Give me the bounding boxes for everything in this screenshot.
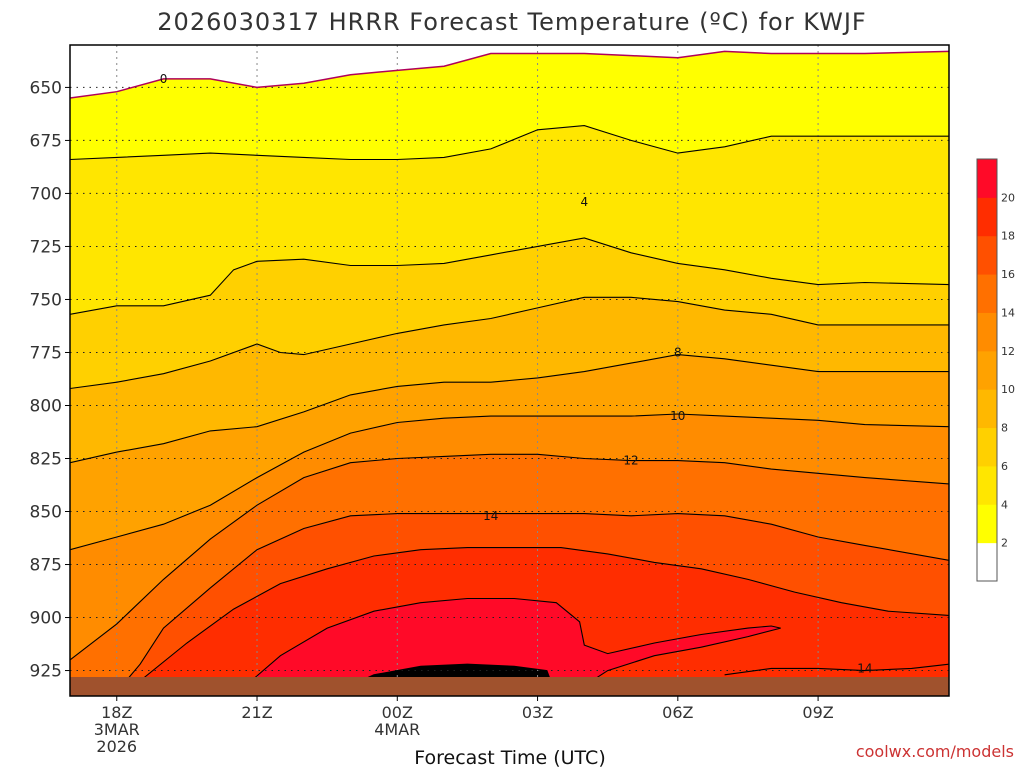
contour-label: 0: [160, 72, 168, 86]
colorbar-tick-label: 10: [1001, 383, 1015, 396]
y-tick-label: 775: [30, 343, 62, 363]
x-axis-label: Forecast Time (UTC): [414, 747, 605, 768]
y-tick-label: 725: [30, 237, 62, 257]
y-tick-label: 900: [30, 609, 62, 629]
colorbar-swatch: [977, 159, 997, 198]
x-tick-label: 18Z: [101, 703, 132, 722]
y-tick-label: 750: [30, 290, 62, 310]
x-tick-label: 06Z: [662, 703, 693, 722]
y-tick-label: 825: [30, 450, 62, 470]
y-tick-label: 875: [30, 556, 62, 576]
x-tick-label: 21Z: [241, 703, 272, 722]
x-tick-label: 4MAR: [374, 720, 420, 739]
colorbar-frame: [976, 158, 998, 582]
ground-layer: [70, 677, 949, 696]
isotherm-6: [70, 296, 949, 390]
contour-label-layer: 0 4 8 10 12 14 14: [160, 72, 873, 676]
x-tick-label: 09Z: [802, 703, 833, 722]
credit-text[interactable]: coolwx.com/models: [856, 742, 1014, 761]
chart-title: 2026030317 HRRR Forecast Temperature (ºC…: [157, 8, 866, 36]
x-tick-label: 03Z: [522, 703, 553, 722]
contour-label: 14: [857, 661, 872, 675]
colorbar-swatch: [977, 350, 997, 390]
colorbar-tick-label: 20: [1001, 191, 1015, 204]
contour-label: 14: [483, 509, 498, 523]
colorbar-swatch: [977, 197, 997, 237]
colorbar-tick-label: 8: [1001, 422, 1008, 435]
x-tick-label: 2026: [96, 737, 137, 756]
x-tick-label: 3MAR: [94, 720, 140, 739]
colorbar-tick-label: 6: [1001, 460, 1008, 473]
colorbar-swatch: [977, 427, 997, 467]
isotherm-18: [233, 597, 781, 696]
colorbar-swatch: [977, 274, 997, 313]
y-tick-label: 850: [30, 503, 62, 523]
y-tick-label: 700: [30, 184, 62, 204]
contour-label: 8: [674, 345, 682, 359]
warm-core-18: [233, 598, 781, 696]
isotherm-14-surface: [724, 663, 949, 676]
colorbar-tick-label: 12: [1001, 345, 1015, 358]
isotherm-14: [116, 513, 949, 693]
colorbar-tick-label: 14: [1001, 306, 1015, 319]
isotherm-10: [70, 413, 949, 551]
isotherm-2: [70, 125, 949, 161]
y-tick-label: 650: [30, 78, 62, 98]
isotherm-8: [70, 354, 949, 464]
contour-label: 4: [580, 195, 588, 209]
colorbar-swatch: [977, 542, 997, 582]
y-tick-label: 675: [30, 131, 62, 151]
colorbar-tick-label: 2: [1001, 537, 1008, 550]
y-tick-label: 925: [30, 662, 62, 682]
colorbar-swatch: [977, 312, 997, 352]
contour-label: 12: [623, 454, 638, 468]
colorbar-swatch: [977, 465, 997, 505]
isotherm-4: [70, 237, 949, 315]
y-tick-label: 800: [30, 396, 62, 416]
x-tick-label: 00Z: [382, 703, 413, 722]
ground-surface: [70, 677, 949, 696]
colorbar-swatch: [977, 504, 997, 544]
isotherm-16: [121, 547, 949, 696]
colorbar-tick-label: 4: [1001, 498, 1008, 511]
colorbar-tick-label: 16: [1001, 268, 1015, 281]
plot-frame: [69, 44, 950, 697]
colorbar-swatch: [977, 235, 997, 275]
pressure-axis: 650 675 700 725 750 775 800 825 850 875 900 925: [30, 78, 70, 682]
colorbar: 2 4 6 8 10 12 14 16 18 20: [976, 158, 1015, 582]
isotherm-layer: [70, 50, 949, 696]
colorbar-swatch: [977, 389, 997, 429]
isotherm-0: [70, 50, 949, 99]
temperature-fill-layer: [70, 45, 949, 696]
isotherm-12: [70, 453, 949, 661]
colorbar-tick-label: 18: [1001, 230, 1015, 243]
contour-label: 10: [670, 409, 685, 423]
